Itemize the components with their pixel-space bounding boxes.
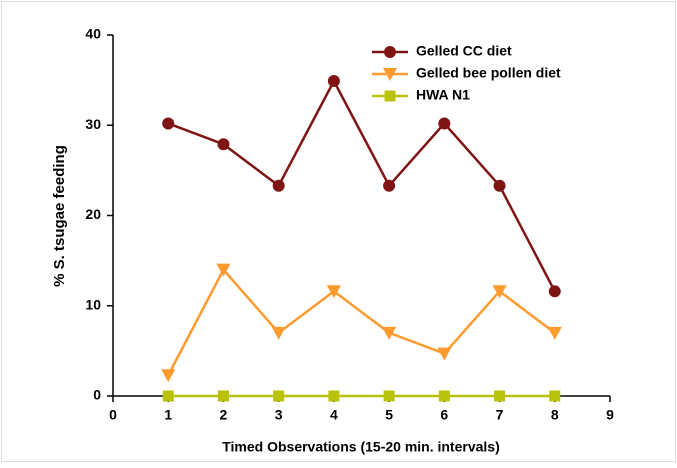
x-tick-label: 9 [606,407,614,423]
y-tick-label: 0 [93,387,101,403]
data-point [217,138,230,151]
x-tick-label: 1 [164,407,172,423]
x-tick-label: 4 [330,407,338,423]
x-tick-label: 3 [275,407,283,423]
legend-label: Gelled CC diet [416,43,512,59]
data-point [327,75,340,88]
y-tick-label: 20 [85,206,101,222]
legend-marker [384,46,396,58]
data-point [493,179,506,192]
data-point [217,390,229,402]
data-point [383,179,396,192]
data-point [494,390,506,402]
data-point [161,369,176,383]
legend-label: Gelled bee pollen diet [416,65,561,81]
data-point [216,263,231,277]
legend-marker [384,90,396,102]
data-point [382,326,397,340]
data-point [437,347,452,361]
data-point [438,390,450,402]
data-point [326,285,341,299]
data-point [383,390,395,402]
y-tick-label: 10 [85,296,101,312]
legend-label: HWA N1 [416,87,470,103]
data-point [162,117,175,130]
series-line [167,78,556,292]
x-tick-label: 2 [220,407,228,423]
data-point [272,179,285,192]
data-point [438,117,451,130]
data-point [492,285,507,299]
data-point [547,326,562,340]
data-point [328,390,340,402]
data-point [162,390,174,402]
y-tick-label: 40 [85,26,101,42]
data-point [271,326,286,340]
data-point [548,285,561,298]
y-axis-label: % S. tsugae feeding [51,145,68,287]
x-tick-label: 6 [440,407,448,423]
x-tick-label: 5 [385,407,393,423]
x-axis-label: Timed Observations (15-20 min. intervals… [222,439,500,455]
data-point [273,390,285,402]
x-tick-label: 7 [496,407,504,423]
series-line [167,267,556,376]
data-point [549,390,561,402]
legend-marker [383,68,397,81]
y-tick-label: 30 [85,116,101,132]
x-tick-label: 8 [551,407,559,423]
x-tick-label: 0 [109,407,117,423]
